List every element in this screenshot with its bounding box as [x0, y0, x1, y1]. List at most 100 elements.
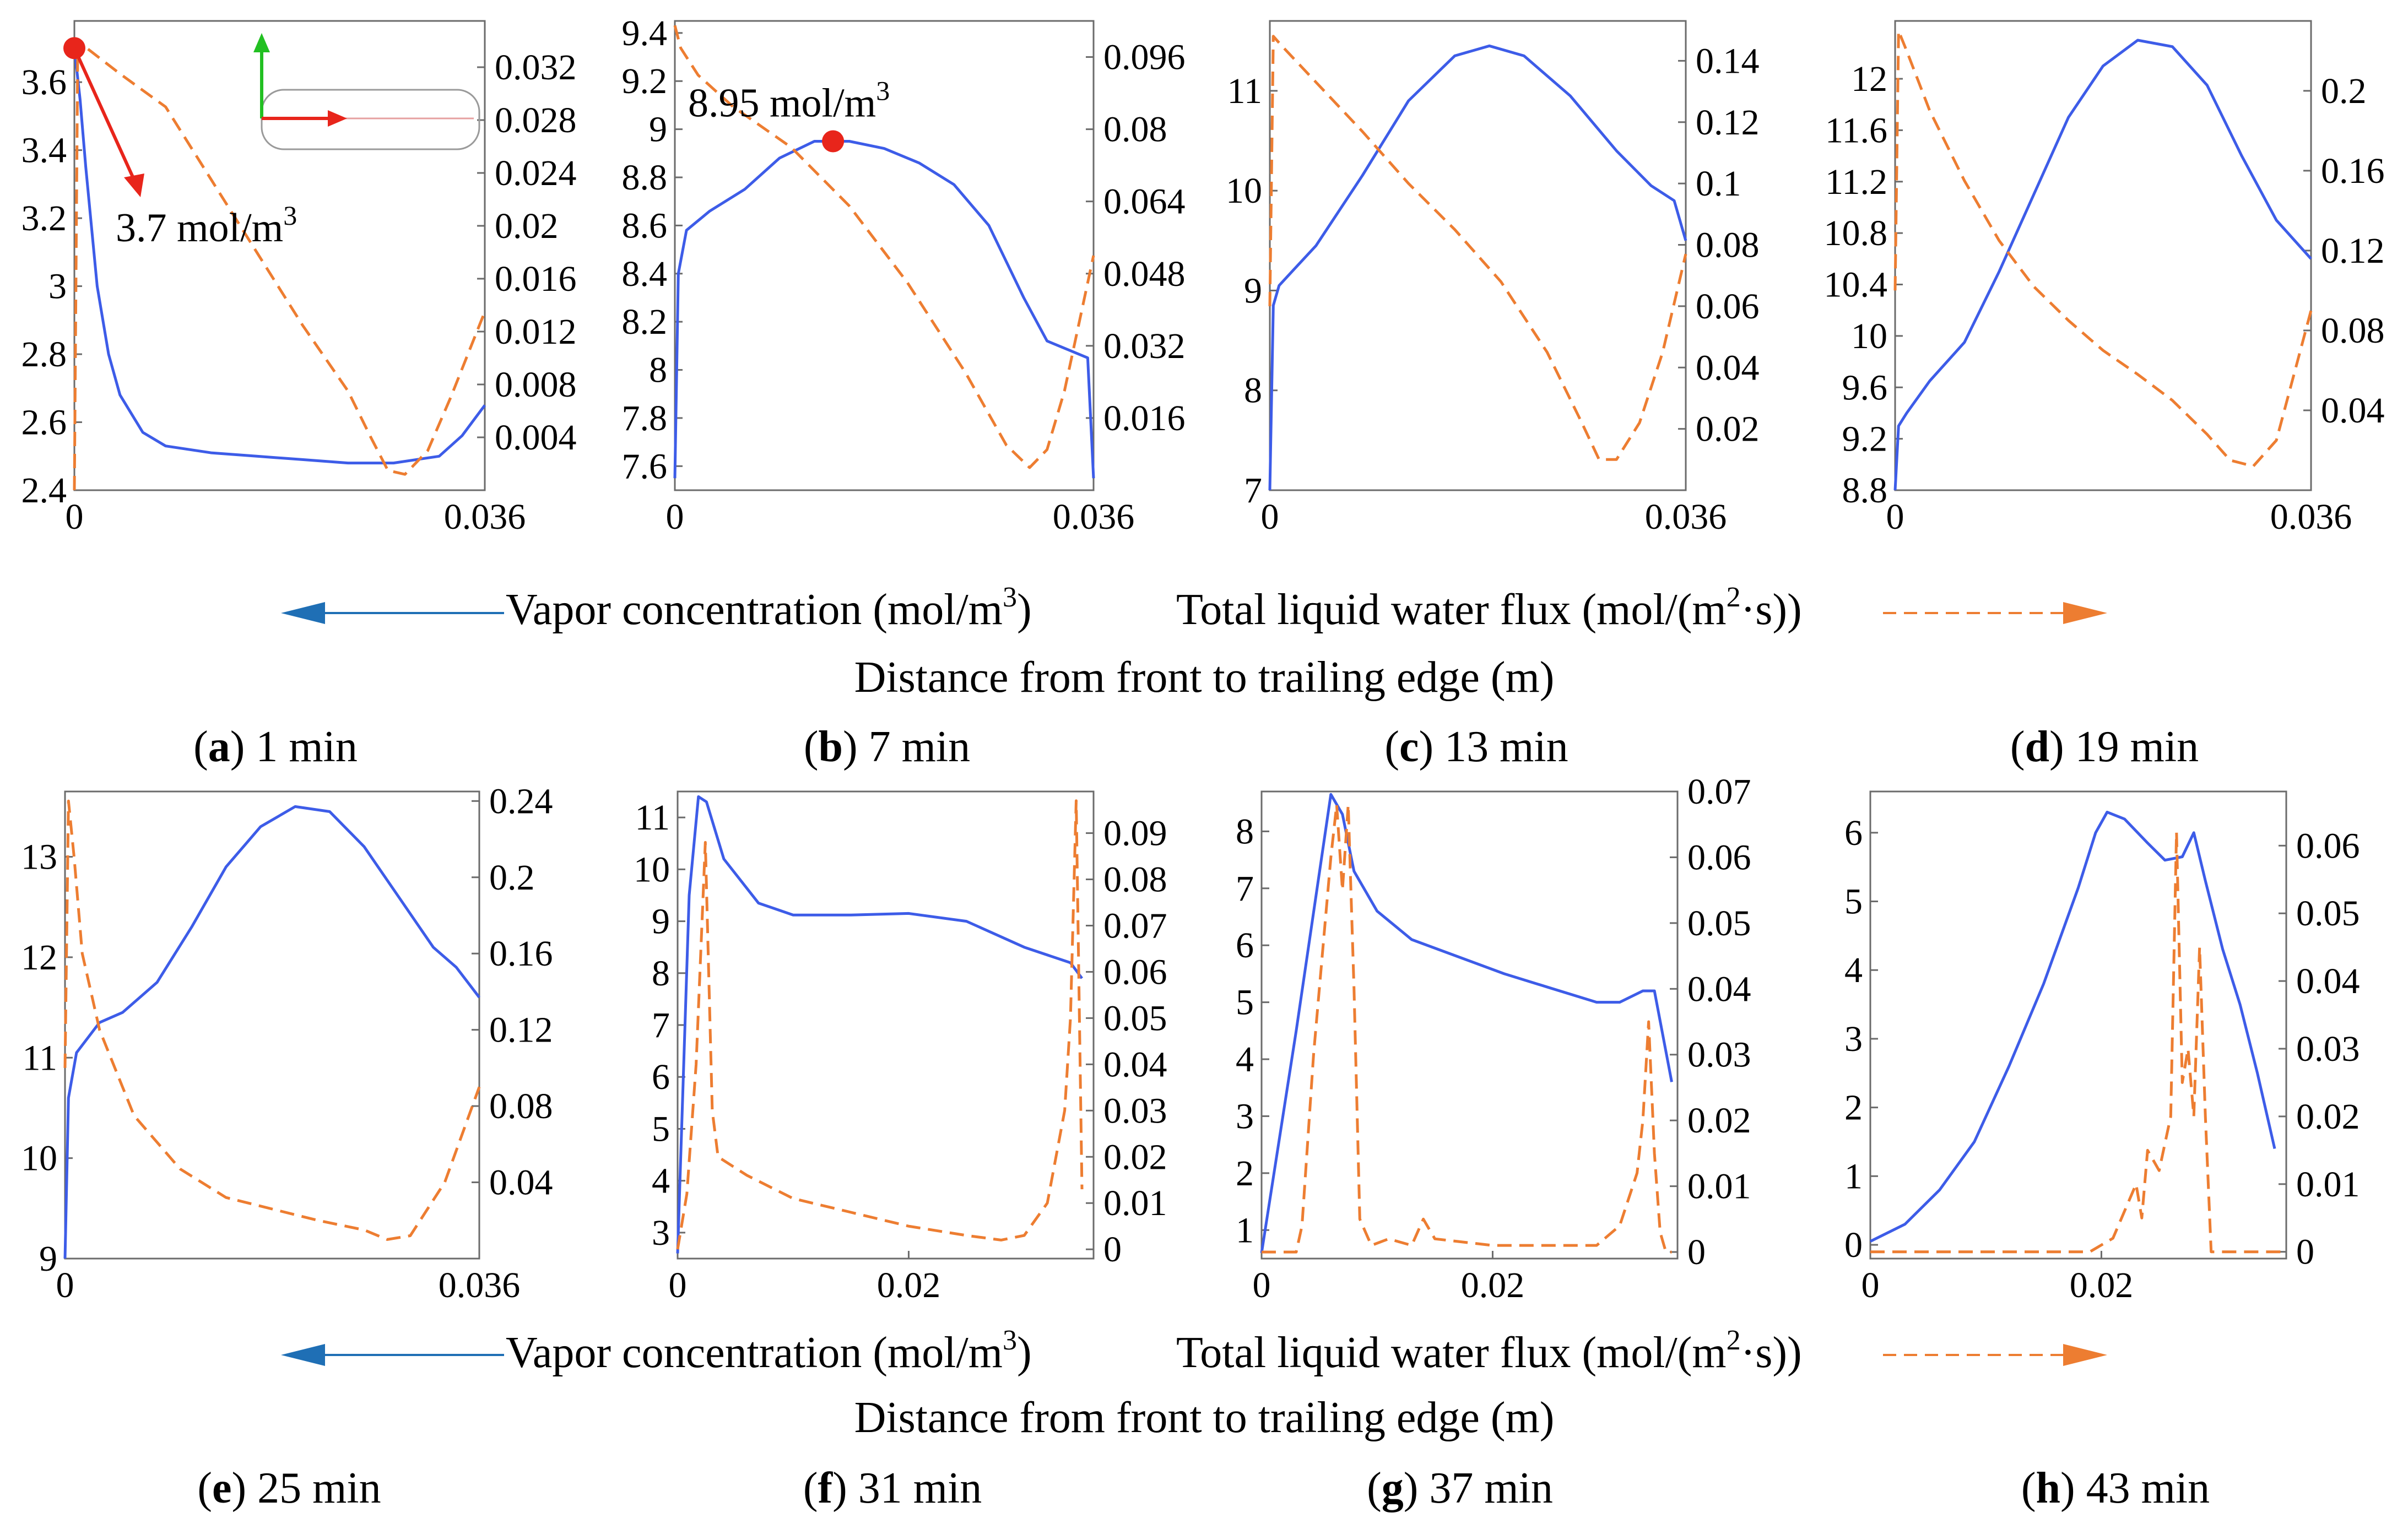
y-right-tick-label: 0.004 [495, 418, 577, 458]
y-left-tick-label: 3.2 [21, 198, 67, 238]
y-left-tick-label: 7 [1244, 470, 1262, 511]
legend-vapor-arrowhead [281, 602, 325, 624]
panel-caption-c: (c) 13 min [1384, 723, 1568, 771]
y-right-tick-label: 0.032 [1103, 326, 1186, 366]
y-right-tick-label: 0 [2296, 1232, 2314, 1272]
y-right-tick-label: 0.07 [1103, 906, 1167, 946]
y-right-tick-label: 0.01 [2296, 1164, 2360, 1205]
y-right-tick-label: 0.14 [1696, 41, 1760, 81]
x-tick-label: 0 [669, 1265, 687, 1305]
y-left-tick-label: 11 [1227, 71, 1262, 111]
y-left-tick-label: 7 [1236, 869, 1254, 909]
plot-frame-f [677, 790, 1095, 1260]
annotation-arrow [73, 47, 137, 183]
y-left-tick-label: 8.8 [622, 158, 668, 198]
vapor-concentration-line [1869, 810, 2276, 1243]
y-right-tick-label: 0.04 [1103, 1044, 1167, 1085]
y-right-tick-label: 0.06 [1696, 286, 1760, 327]
y-left-tick-label: 1 [1844, 1156, 1863, 1196]
panel-caption-h: (h) 43 min [2021, 1464, 2210, 1512]
vapor-concentration-line [1260, 793, 1673, 1254]
y-left-tick-label: 9 [39, 1239, 57, 1279]
y-left-tick-label: 12 [1851, 59, 1887, 99]
y-right-tick-label: 0.02 [1696, 409, 1760, 449]
y-left-tick-label: 8.4 [622, 254, 668, 294]
y-left-tick-label: 11.2 [1825, 162, 1887, 202]
y-right-tick-label: 0.05 [2296, 893, 2360, 934]
inset-x-arrowhead-icon [328, 110, 347, 127]
y-right-tick-label: 0.01 [1103, 1183, 1167, 1223]
y-left-tick-label: 5 [1844, 882, 1863, 922]
legend-vapor-label: Vapor concentration (mol/m3) [506, 582, 1032, 634]
x-tick-label: 0 [66, 497, 84, 537]
y-left-tick-label: 9.2 [1842, 419, 1888, 459]
x-tick-label: 0.02 [2070, 1265, 2134, 1305]
liquid-water-flux-line [1268, 35, 1687, 461]
y-right-tick-label: 0 [1687, 1232, 1706, 1272]
y-left-tick-label: 2.4 [21, 470, 67, 511]
y-left-tick-label: 6 [652, 1057, 670, 1097]
y-left-tick-label: 9.6 [1842, 367, 1888, 408]
y-left-tick-label: 2 [1844, 1088, 1863, 1128]
vapor-concentration-line [63, 805, 480, 1259]
plot-frame-e [64, 790, 480, 1260]
y-right-tick-label: 0.04 [1696, 348, 1760, 388]
panel-caption-g: (g) 37 min [1367, 1464, 1553, 1512]
y-right-tick-label: 0.03 [1103, 1091, 1167, 1131]
y-right-tick-label: 0.04 [489, 1163, 553, 1203]
panel-caption-d: (d) 19 min [2010, 723, 2199, 771]
peak-marker [822, 130, 845, 153]
y-left-tick-label: 3.6 [21, 62, 67, 102]
x-tick-label: 0 [1862, 1265, 1880, 1305]
legend-row-2: Vapor concentration (mol/m3) Total liqui… [281, 1325, 2107, 1377]
y-left-tick-label: 10 [21, 1138, 57, 1179]
y-left-tick-label: 9.4 [622, 13, 668, 53]
y-left-tick-label: 8.8 [1842, 470, 1888, 511]
y-left-tick-label: 4 [1844, 950, 1863, 990]
y-left-tick-label: 8 [649, 350, 667, 391]
y-right-tick-label: 0.03 [1687, 1035, 1751, 1075]
legend-flux-arrowhead-2 [2063, 1344, 2107, 1366]
y-right-tick-label: 0.028 [495, 100, 577, 140]
y-left-tick-label: 10.8 [1824, 213, 1888, 253]
legend-vapor-arrowhead-2 [281, 1344, 325, 1366]
y-left-tick-label: 11 [22, 1038, 57, 1078]
y-right-tick-label: 0.064 [1103, 182, 1186, 222]
legend-vapor-label-2: Vapor concentration (mol/m3) [506, 1325, 1032, 1377]
legend-row-1: Vapor concentration (mol/m3) Total liqui… [281, 582, 2107, 634]
y-left-tick-label: 13 [21, 837, 57, 877]
x-tick-label: 0 [666, 497, 684, 537]
y-right-tick-label: 0.096 [1103, 37, 1186, 78]
y-left-tick-label: 9 [649, 110, 667, 150]
y-right-tick-label: 0.02 [495, 206, 559, 246]
y-left-tick-label: 10 [634, 849, 670, 890]
y-left-tick-label: 4 [1236, 1039, 1254, 1080]
y-right-tick-label: 0.12 [2321, 231, 2385, 271]
y-left-tick-label: 7.6 [622, 446, 668, 486]
panel-f: 3 4 5 6 7 8 9 10 11 0 0.01 0.02 0.03 0.04 0.05 0.06 0.07… [634, 790, 1167, 1512]
y-right-tick-label: 0.024 [495, 153, 577, 193]
y-left-tick-label: 0 [1844, 1225, 1863, 1265]
y-right-tick-label: 0.012 [495, 312, 577, 352]
liquid-water-flux-line [1893, 29, 2313, 468]
y-left-tick-label: 2.8 [21, 334, 67, 375]
y-right-tick-label: 0.2 [2321, 71, 2367, 111]
y-right-tick-label: 0.032 [495, 47, 577, 88]
vapor-concentration-line [73, 48, 486, 465]
x-tick-label: 0.036 [444, 497, 526, 537]
panel-caption-a: (a) 1 min [193, 723, 358, 771]
panel-caption-f: (f) 31 min [803, 1464, 982, 1512]
y-right-tick-label: 0.02 [1687, 1100, 1751, 1141]
y-left-tick-label: 5 [652, 1109, 670, 1149]
y-right-tick-label: 0.1 [1696, 164, 1741, 204]
y-right-tick-label: 0.04 [2296, 961, 2360, 1001]
y-left-tick-label: 5 [1236, 983, 1254, 1023]
x-tick-label: 0.02 [1461, 1265, 1525, 1305]
vapor-concentration-line [673, 140, 1095, 479]
plot-frame-c [1269, 20, 1687, 491]
panel-h: 0 1 2 3 4 5 6 0 0.01 0.02 0.03 0.04 0.05 0.06 0 0.02 (h)… [1844, 790, 2360, 1512]
panels-layer: 2.42.62.833.23.43.60.0040.0080.0120.0160… [21, 13, 2385, 1512]
y-right-tick-label: 0.12 [1696, 102, 1760, 143]
y-right-tick-label: 0.09 [1103, 814, 1167, 854]
y-left-tick-label: 11.6 [1825, 110, 1887, 150]
